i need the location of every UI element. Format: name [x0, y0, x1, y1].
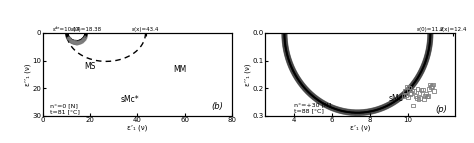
- Point: [417, 97, 424, 99]
- Point: [68, 40, 75, 42]
- Point: [409, 89, 416, 92]
- Point: [81, 38, 88, 40]
- Point: [430, 90, 438, 92]
- Point: [414, 88, 421, 90]
- Point: [75, 41, 83, 43]
- Point: [402, 94, 410, 96]
- Point: [426, 83, 434, 86]
- Point: [422, 93, 429, 95]
- Point: [423, 95, 431, 98]
- Point: [67, 40, 74, 42]
- Point: [74, 41, 82, 43]
- Text: t=81 [°C]: t=81 [°C]: [50, 110, 80, 115]
- X-axis label: ε’₁ (ν): ε’₁ (ν): [128, 125, 147, 131]
- Point: [416, 92, 423, 94]
- Point: [418, 89, 426, 91]
- Y-axis label: ε’’₁ (ν): ε’’₁ (ν): [245, 63, 251, 86]
- Point: [70, 41, 78, 43]
- Text: (p): (p): [436, 105, 447, 114]
- Point: [65, 37, 73, 39]
- Text: sMc*: sMc*: [389, 94, 408, 103]
- Point: [400, 95, 408, 97]
- Point: [407, 92, 415, 94]
- Point: [424, 95, 432, 97]
- Point: [419, 88, 427, 91]
- Point: [71, 40, 79, 42]
- Text: (b): (b): [211, 102, 223, 111]
- Point: [64, 37, 71, 39]
- Point: [429, 83, 437, 86]
- Point: [77, 40, 85, 42]
- Point: [428, 85, 436, 87]
- Point: [421, 95, 428, 97]
- Text: MM: MM: [173, 65, 187, 74]
- Point: [425, 88, 433, 90]
- Point: [411, 95, 419, 97]
- Point: [401, 90, 409, 92]
- Text: n°=0 [N]: n°=0 [N]: [50, 104, 78, 109]
- Point: [420, 98, 428, 100]
- X-axis label: ε’₁ (ν): ε’₁ (ν): [350, 125, 370, 131]
- Point: [66, 39, 73, 41]
- Point: [410, 105, 417, 107]
- Point: [403, 86, 411, 88]
- Point: [415, 98, 422, 100]
- Point: [72, 42, 80, 45]
- Point: [404, 96, 412, 98]
- Point: [76, 41, 84, 43]
- Point: [410, 90, 418, 92]
- Point: [406, 93, 414, 95]
- Point: [73, 42, 81, 44]
- Y-axis label: ε’’₁ (ν): ε’’₁ (ν): [24, 63, 31, 86]
- Point: [80, 37, 87, 40]
- Point: [412, 97, 420, 99]
- Text: n°=+30 [N]: n°=+30 [N]: [294, 102, 331, 107]
- Point: [69, 41, 77, 43]
- Point: [405, 86, 413, 89]
- Point: [78, 39, 86, 42]
- Text: MS: MS: [84, 62, 96, 71]
- Text: t=88 [°C]: t=88 [°C]: [294, 108, 324, 113]
- Point: [427, 86, 435, 88]
- Point: [82, 36, 89, 38]
- Text: sMc*: sMc*: [121, 95, 140, 104]
